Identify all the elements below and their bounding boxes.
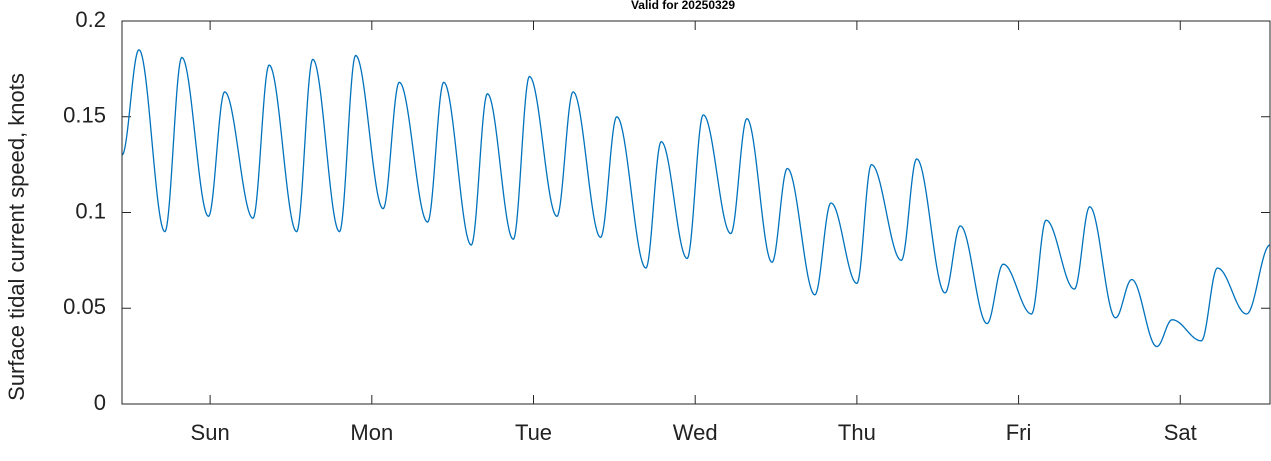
tick-labels: 0 0.05 0.1 0.15 0.2 Sun Mon Tue Wed Thu Fri Sat <box>63 7 1197 445</box>
x-tick-label: Mon <box>350 420 393 445</box>
y-tick-label: 0.05 <box>63 294 106 319</box>
y-axis-label: Surface tidal current speed, knots <box>4 73 29 401</box>
y-tick-label: 0 <box>94 390 106 415</box>
y-tick-label: 0.1 <box>75 198 106 223</box>
x-tick-label: Sat <box>1164 420 1197 445</box>
x-tick-label: Tue <box>515 420 552 445</box>
x-tick-label: Wed <box>673 420 718 445</box>
y-tick-label: 0.15 <box>63 103 106 128</box>
axis-ticks <box>122 20 1270 405</box>
x-tick-label: Sun <box>191 420 230 445</box>
chart-title: Valid for 20250329 <box>631 0 735 12</box>
speed-series-line <box>121 48 1271 348</box>
x-tick-label: Fri <box>1006 420 1032 445</box>
y-tick-label: 0.2 <box>75 7 106 32</box>
x-tick-label: Thu <box>838 420 876 445</box>
axes-box <box>121 20 1271 405</box>
